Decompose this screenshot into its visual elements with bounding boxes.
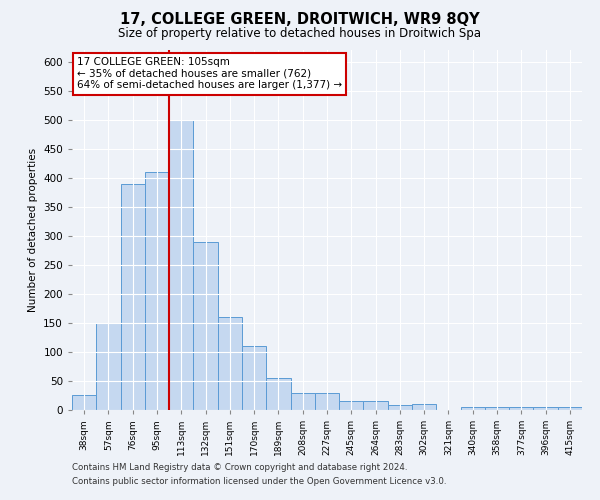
Text: Contains HM Land Registry data © Crown copyright and database right 2024.: Contains HM Land Registry data © Crown c… bbox=[72, 462, 407, 471]
Bar bbox=[558, 407, 582, 410]
Bar bbox=[242, 346, 266, 410]
Bar bbox=[96, 323, 121, 410]
Bar bbox=[339, 402, 364, 410]
Y-axis label: Number of detached properties: Number of detached properties bbox=[28, 148, 38, 312]
Bar bbox=[315, 392, 339, 410]
Bar bbox=[193, 242, 218, 410]
Bar bbox=[412, 404, 436, 410]
Bar bbox=[72, 396, 96, 410]
Bar bbox=[364, 402, 388, 410]
Bar bbox=[461, 407, 485, 410]
Bar bbox=[533, 407, 558, 410]
Text: Size of property relative to detached houses in Droitwich Spa: Size of property relative to detached ho… bbox=[119, 28, 482, 40]
Bar bbox=[169, 120, 193, 410]
Bar bbox=[509, 407, 533, 410]
Bar bbox=[145, 172, 169, 410]
Text: Contains public sector information licensed under the Open Government Licence v3: Contains public sector information licen… bbox=[72, 478, 446, 486]
Bar bbox=[485, 407, 509, 410]
Bar bbox=[290, 392, 315, 410]
Bar bbox=[218, 317, 242, 410]
Bar bbox=[266, 378, 290, 410]
Text: 17 COLLEGE GREEN: 105sqm
← 35% of detached houses are smaller (762)
64% of semi-: 17 COLLEGE GREEN: 105sqm ← 35% of detach… bbox=[77, 57, 342, 90]
Bar bbox=[388, 406, 412, 410]
Bar bbox=[121, 184, 145, 410]
Text: 17, COLLEGE GREEN, DROITWICH, WR9 8QY: 17, COLLEGE GREEN, DROITWICH, WR9 8QY bbox=[120, 12, 480, 28]
